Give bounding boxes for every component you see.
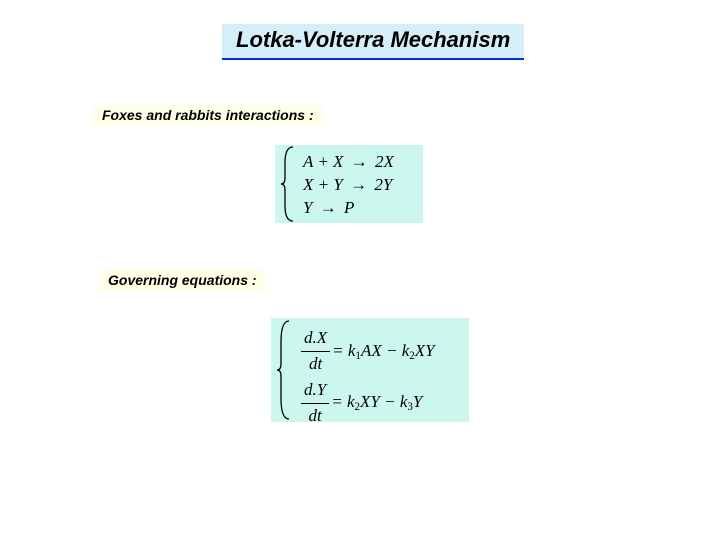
brace-icon	[281, 145, 297, 223]
ode-row: d.Xdt = k1AX − k2XY	[299, 327, 455, 376]
reaction-row: X + Y → 2Y	[303, 174, 409, 197]
slide-title-text: Lotka-Volterra Mechanism	[236, 27, 510, 52]
arrow-icon: →	[343, 152, 375, 171]
derivative-fraction: d.Xdt	[301, 327, 330, 376]
arrow-icon: →	[343, 175, 375, 194]
brace-icon	[277, 318, 293, 422]
section-label-governing: Governing equations :	[100, 270, 265, 291]
ode-rhs: = k1AX − k2XY	[332, 340, 434, 364]
fraction-denominator: dt	[301, 404, 329, 428]
derivative-fraction: d.Ydt	[301, 379, 329, 428]
reaction-rhs: 2Y	[374, 175, 392, 194]
section-label-governing-text: Governing equations :	[108, 272, 257, 288]
ode-rhs: = k2XY − k3Y	[331, 391, 422, 415]
reaction-rhs: 2X	[375, 152, 394, 171]
ode-equation-box: d.Xdt = k1AX − k2XYd.Ydt = k2XY − k3Y	[271, 318, 469, 422]
reaction-row: Y → P	[303, 197, 409, 220]
reactions-equation-box: A + X → 2XX + Y → 2YY → P	[275, 145, 423, 223]
reaction-lhs: X + Y	[303, 175, 343, 194]
section-label-interactions-text: Foxes and rabbits interactions :	[102, 107, 314, 123]
reaction-row: A + X → 2X	[303, 151, 409, 174]
reaction-rhs: P	[344, 198, 354, 217]
slide-title: Lotka-Volterra Mechanism	[222, 24, 524, 60]
section-label-interactions: Foxes and rabbits interactions :	[94, 105, 322, 126]
fraction-numerator: d.X	[301, 327, 330, 352]
fraction-numerator: d.Y	[301, 379, 329, 404]
reaction-lhs: A + X	[303, 152, 343, 171]
ode-row: d.Ydt = k2XY − k3Y	[299, 379, 455, 428]
arrow-icon: →	[312, 198, 344, 217]
fraction-denominator: dt	[301, 352, 330, 376]
